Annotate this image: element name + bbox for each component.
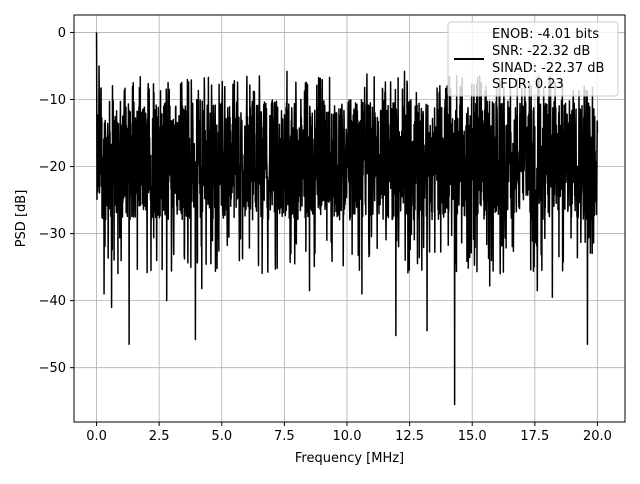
- x-tick-label: 5.0: [211, 429, 232, 444]
- legend-sinad: SINAD: -22.37 dB: [492, 61, 604, 76]
- x-tick-label: 7.5: [274, 429, 295, 444]
- x-tick-label: 15.0: [458, 429, 487, 444]
- y-tick-label: −20: [39, 160, 66, 175]
- x-tick-label: 12.5: [395, 429, 424, 444]
- y-tick-label: −50: [39, 361, 66, 376]
- y-axis-label: PSD [dB]: [14, 190, 29, 248]
- x-tick-label: 10.0: [333, 429, 362, 444]
- series-layer: [95, 32, 599, 406]
- legend-box: [447, 21, 619, 97]
- legend-snr: SNR: -22.32 dB: [492, 44, 590, 59]
- y-tick-label: −40: [39, 294, 66, 309]
- legend-enob: ENOB: -4.01 bits: [492, 27, 599, 42]
- x-tick-label: 2.5: [149, 429, 170, 444]
- x-axis-label: Frequency [MHz]: [295, 451, 404, 466]
- x-ticks: 0.0 2.5 5.0 7.5 10.0 12.5 15.0 17.5 20.0: [86, 422, 612, 444]
- x-tick-label: 20.0: [583, 429, 612, 444]
- legend-sfdr: SFDR: 0.23: [492, 77, 564, 92]
- legend: ENOB: -4.01 bits SNR: -22.32 dB SINAD: -…: [447, 21, 619, 97]
- psd-series-line: [95, 32, 599, 406]
- x-tick-label: 0.0: [86, 429, 107, 444]
- y-ticks: 0 −10 −20 −30 −40 −50: [39, 26, 74, 376]
- x-tick-label: 17.5: [520, 429, 549, 444]
- y-tick-label: 0: [58, 26, 66, 41]
- y-tick-label: −10: [39, 93, 66, 108]
- y-tick-label: −30: [39, 227, 66, 242]
- axes-frame: [73, 14, 626, 423]
